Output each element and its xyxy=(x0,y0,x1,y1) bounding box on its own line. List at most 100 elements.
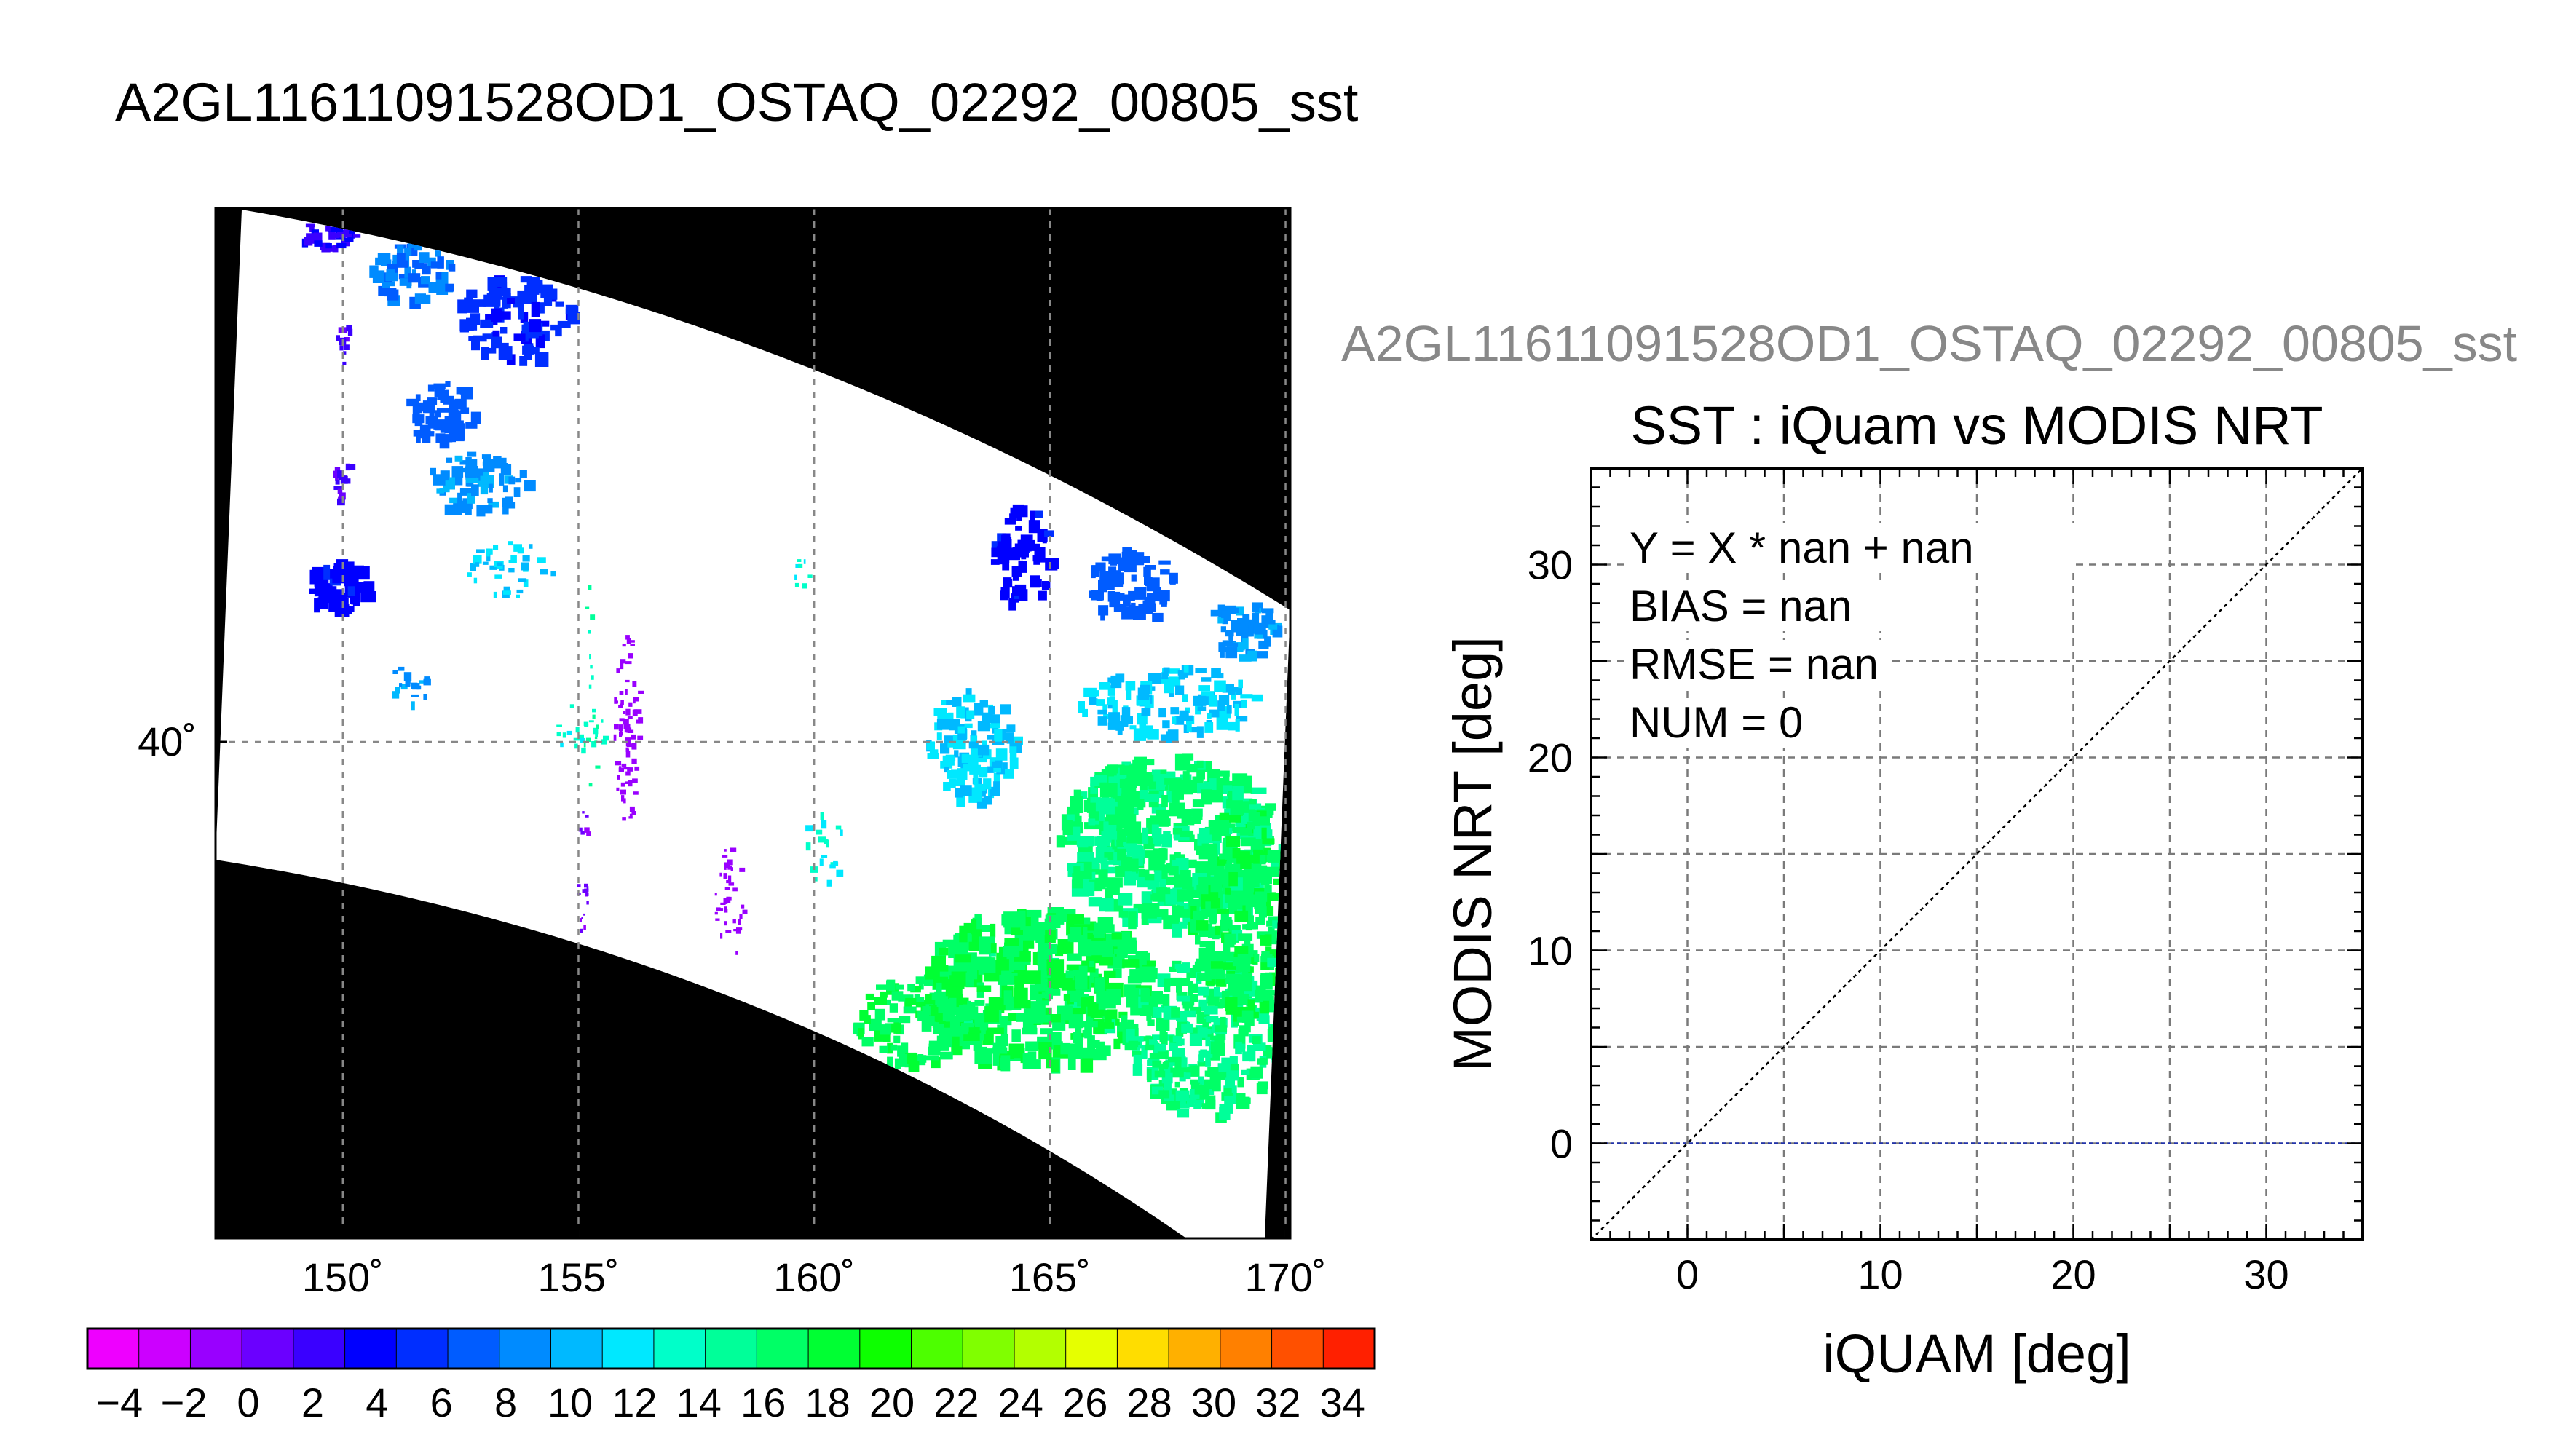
sst-pixel xyxy=(1205,1056,1211,1067)
sst-pixel xyxy=(971,790,982,802)
sst-pixel xyxy=(1107,703,1116,709)
sst-pixel xyxy=(578,827,583,832)
sst-pixel xyxy=(1166,1102,1180,1111)
sst-pixel xyxy=(545,288,558,300)
sst-pixel xyxy=(524,480,536,492)
sst-pixel xyxy=(1190,1079,1202,1085)
sst-pixel xyxy=(1187,859,1197,869)
sst-pixel xyxy=(732,887,738,892)
sst-pixel xyxy=(638,690,644,694)
sst-pixel xyxy=(1108,712,1120,724)
sst-pixel xyxy=(424,294,431,304)
sst-pixel xyxy=(1196,1011,1210,1019)
sst-pixel xyxy=(451,466,464,478)
sst-pixel xyxy=(1127,976,1142,984)
sst-pixel xyxy=(1078,701,1085,713)
sst-pixel xyxy=(487,277,495,291)
sst-pixel xyxy=(933,708,947,716)
sst-pixel xyxy=(626,638,631,644)
sst-pixel xyxy=(1038,558,1049,563)
sst-pixel xyxy=(876,984,889,990)
sst-pixel xyxy=(524,285,540,295)
map-x-tick-label: 170˚ xyxy=(1244,1254,1326,1300)
sst-pixel xyxy=(898,994,906,1002)
sst-pixel xyxy=(1197,706,1207,711)
sst-pixel xyxy=(588,684,592,689)
sst-pixel xyxy=(1153,834,1164,844)
sst-pixel xyxy=(1024,970,1041,984)
sst-pixel xyxy=(1123,1029,1129,1041)
sst-pixel xyxy=(1108,553,1121,565)
sst-pixel xyxy=(1214,866,1225,880)
sst-pixel xyxy=(826,879,832,887)
sst-pixel xyxy=(890,1044,898,1051)
sst-pixel xyxy=(1137,796,1144,810)
sst-pixel xyxy=(1215,1025,1228,1033)
sst-pixel xyxy=(907,984,915,992)
sst-pixel xyxy=(631,743,637,750)
sst-pixel xyxy=(1111,933,1122,940)
sst-pixel xyxy=(722,855,728,858)
sst-pixel xyxy=(1038,960,1047,976)
sst-pixel xyxy=(1210,879,1223,893)
sst-pixel xyxy=(499,473,505,486)
sst-pixel xyxy=(1067,953,1082,961)
sst-pixel xyxy=(619,718,625,722)
sst-pixel xyxy=(1018,560,1024,571)
sst-pixel xyxy=(519,470,527,478)
sst-pixel xyxy=(992,1049,1000,1066)
sst-pixel xyxy=(375,257,384,266)
sst-pixel xyxy=(1158,560,1171,565)
colorbar-swatch xyxy=(1014,1328,1067,1369)
colorbar-tick-label: 26 xyxy=(1062,1380,1107,1425)
sst-pixel xyxy=(1008,554,1020,561)
colorbar-tick-label: −4 xyxy=(96,1380,143,1425)
sst-pixel xyxy=(1003,577,1012,586)
scatter-panel: SST : iQuam vs MODIS NRT Y = X * nan + n… xyxy=(1442,395,2364,1384)
sst-pixel xyxy=(939,947,949,956)
sst-pixel xyxy=(1131,602,1136,609)
sst-pixel xyxy=(344,478,351,484)
sst-pixel xyxy=(1138,604,1148,612)
sst-pixel xyxy=(314,240,323,247)
sst-pixel xyxy=(337,470,342,478)
sst-pixel xyxy=(1239,1025,1251,1033)
sst-pixel xyxy=(1195,668,1207,673)
sst-pixel xyxy=(1144,794,1160,802)
sst-pixel xyxy=(1240,699,1247,708)
sst-pixel xyxy=(1186,764,1198,773)
sst-pixel xyxy=(1251,626,1257,634)
sst-pixel xyxy=(1254,810,1267,817)
sst-pixel xyxy=(623,724,631,729)
colorbar-swatch xyxy=(344,1328,398,1369)
sst-pixel xyxy=(470,563,476,571)
sst-pixel xyxy=(1070,1007,1086,1015)
sst-pixel xyxy=(1231,692,1236,700)
sst-pixel xyxy=(1241,894,1255,908)
sst-pixel xyxy=(1089,940,1105,956)
sst-pixel xyxy=(1153,1006,1162,1018)
sst-pixel xyxy=(965,972,974,987)
sst-pixel xyxy=(618,705,623,708)
sst-pixel xyxy=(1198,999,1208,1011)
sst-pixel xyxy=(584,827,590,833)
sst-pixel xyxy=(943,1021,950,1028)
sst-pixel xyxy=(1123,871,1137,886)
sst-pixel xyxy=(1036,922,1051,930)
sst-pixel xyxy=(1210,961,1223,969)
sst-pixel xyxy=(1033,510,1043,518)
sst-pixel xyxy=(1181,1000,1195,1006)
sst-pixel xyxy=(971,919,977,935)
sst-pixel xyxy=(1196,1016,1204,1024)
sst-pixel xyxy=(1219,853,1225,860)
sst-pixel xyxy=(1210,609,1222,617)
sst-pixel xyxy=(1193,1104,1201,1109)
sst-pixel xyxy=(620,782,625,787)
sst-pixel xyxy=(727,859,733,866)
sst-pixel xyxy=(1066,964,1083,970)
sst-pixel xyxy=(473,335,487,342)
sst-pixel xyxy=(486,475,494,488)
sst-pixel xyxy=(377,253,391,261)
sst-pixel xyxy=(588,783,593,787)
sst-pixel xyxy=(1140,779,1148,790)
